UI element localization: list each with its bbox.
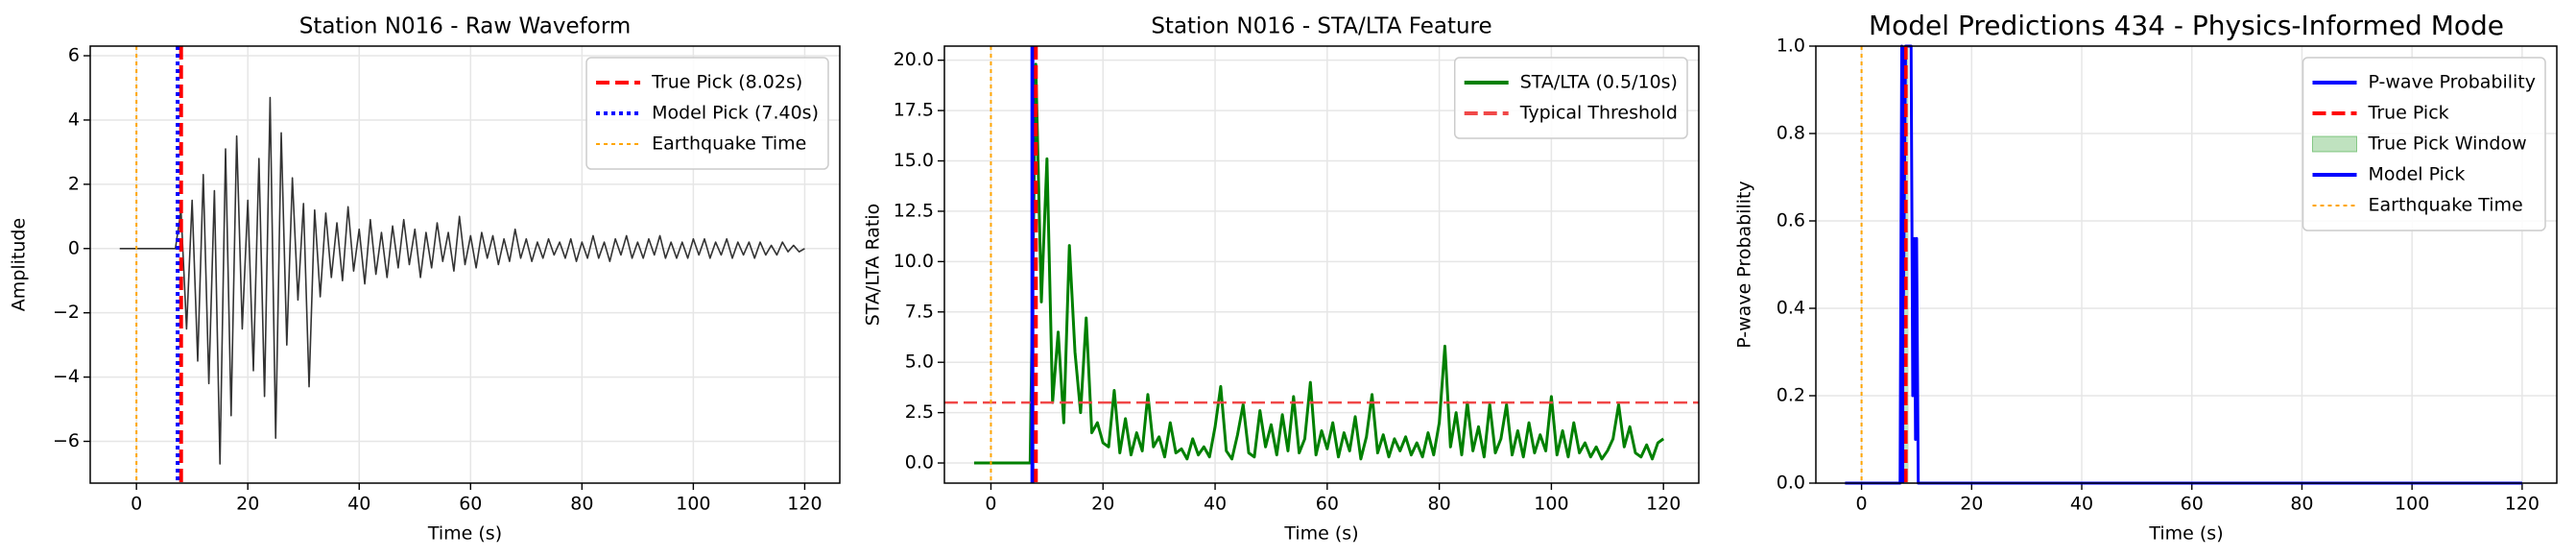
x-tick-label: 100 <box>2395 494 2429 515</box>
x-tick-label: 80 <box>2290 494 2313 515</box>
legend-label: STA/LTA (0.5/10s) <box>1520 72 1678 93</box>
legend-swatch <box>2312 135 2357 153</box>
y-tick-label: −6 <box>53 430 80 451</box>
x-tick-label: 100 <box>676 494 710 515</box>
x-tick-label: 0 <box>1856 494 1868 515</box>
x-axis-label: Time (s) <box>2148 523 2223 545</box>
x-tick-label: 120 <box>787 494 822 515</box>
x-axis-label: Time (s) <box>427 523 502 545</box>
legend: P-wave Probability True Pick True Pick Win… <box>2302 57 2546 231</box>
legend-label: Typical Threshold <box>1519 103 1678 124</box>
x-tick-label: 80 <box>1428 494 1451 515</box>
y-tick-label: 20.0 <box>894 49 934 70</box>
y-tick-label: 2.5 <box>905 401 934 423</box>
x-tick-label: 20 <box>236 494 259 515</box>
legend-label: Earthquake Time <box>652 134 806 155</box>
plot-frame <box>1815 45 2558 484</box>
y-tick-label: 4 <box>68 109 80 130</box>
y-tick-label: 7.5 <box>905 301 934 322</box>
x-tick-label: 80 <box>570 494 593 515</box>
x-tick-label: 60 <box>459 494 482 515</box>
plot-frame <box>943 45 1700 484</box>
legend-label: True Pick Window <box>2368 134 2527 155</box>
y-axis-label: Amplitude <box>9 218 30 311</box>
x-tick-label: 20 <box>1960 494 1983 515</box>
y-tick-label: 12.5 <box>894 200 934 221</box>
y-tick-label: 0.0 <box>905 452 934 474</box>
legend-box <box>1453 57 1688 139</box>
y-tick-label: 0.0 <box>1777 473 1805 494</box>
y-tick-label: −4 <box>53 366 80 387</box>
legend-label: Earthquake Time <box>2369 195 2523 216</box>
plot-frame <box>89 45 841 484</box>
x-tick-label: 40 <box>2070 494 2093 515</box>
x-tick-label: 120 <box>2505 494 2540 515</box>
chart-title: Station N016 - STA/LTA Feature <box>1151 14 1491 39</box>
y-tick-label: 6 <box>68 45 80 66</box>
x-tick-label: 120 <box>1646 494 1681 515</box>
y-axis-label: P-wave Probability <box>1734 181 1755 349</box>
x-tick-label: 20 <box>1091 494 1114 515</box>
y-tick-label: 10.0 <box>894 251 934 272</box>
x-tick-label: 40 <box>1204 494 1227 515</box>
y-tick-label: 0.4 <box>1777 298 1805 319</box>
y-tick-label: 1.0 <box>1777 36 1805 57</box>
x-tick-label: 60 <box>1316 494 1339 515</box>
x-axis-label: Time (s) <box>1283 523 1358 545</box>
chart-title: Station N016 - Raw Waveform <box>299 14 632 39</box>
legend: True Pick (8.02s) Model Pick (7.40s) Earth… <box>585 57 829 170</box>
y-tick-label: 15.0 <box>894 150 934 171</box>
legend-label: Model Pick <box>2369 164 2466 185</box>
legend-label: True Pick <box>2368 103 2449 124</box>
legend: STA/LTA (0.5/10s) Typical Threshold <box>1453 57 1688 139</box>
x-tick-label: 0 <box>985 494 996 515</box>
x-tick-label: 0 <box>131 494 142 515</box>
y-tick-label: 0.6 <box>1777 210 1805 231</box>
legend-label: Model Pick (7.40s) <box>652 103 819 124</box>
x-tick-label: 40 <box>347 494 370 515</box>
y-tick-label: 0.8 <box>1777 123 1805 144</box>
legend-label: True Pick (8.02s) <box>651 72 802 93</box>
y-tick-label: 5.0 <box>905 352 934 373</box>
chart-title: Model Predictions 434 - Physics-Informed… <box>1869 10 2504 41</box>
y-tick-label: 0 <box>68 237 80 258</box>
legend-label: P-wave Probability <box>2369 72 2537 93</box>
y-tick-label: −2 <box>53 302 80 323</box>
y-tick-label: 0.2 <box>1777 385 1805 406</box>
y-tick-label: 2 <box>68 173 80 194</box>
data-line <box>973 62 1665 465</box>
y-axis-label: STA/LTA Ratio <box>863 204 884 327</box>
legend-box <box>2302 57 2546 231</box>
x-tick-label: 60 <box>2181 494 2204 515</box>
y-tick-label: 17.5 <box>894 100 934 121</box>
legend-box <box>585 57 829 170</box>
x-tick-label: 100 <box>1534 494 1568 515</box>
data-line <box>119 96 805 465</box>
